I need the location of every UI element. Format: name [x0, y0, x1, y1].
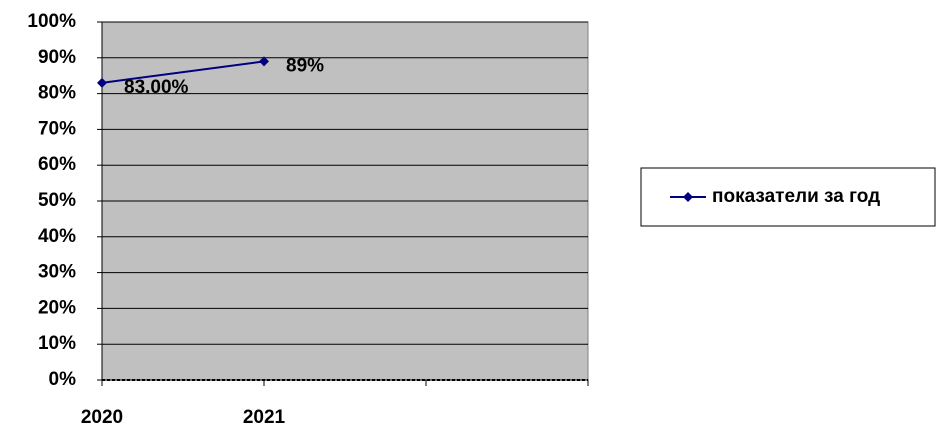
y-tick-label: 90% — [38, 47, 76, 68]
point — [259, 56, 269, 67]
data-label: 89% — [286, 55, 324, 76]
y-tick-label: 0% — [49, 369, 77, 390]
y-tick-label: 10% — [38, 333, 76, 354]
x-tick-label: 2021 — [243, 407, 286, 427]
y-tick-label: 100% — [27, 11, 76, 32]
x-tick-label: 2020 — [81, 407, 123, 427]
data-label: 83.00% — [124, 77, 189, 98]
y-tick-label: 30% — [38, 262, 76, 283]
y-tick-label: 40% — [38, 226, 76, 247]
point — [97, 77, 107, 88]
series-line — [101, 60, 265, 84]
y-tick-label: 70% — [38, 118, 76, 139]
y-tick-label: 80% — [38, 83, 76, 104]
legend-marker — [683, 192, 693, 202]
y-tick-label: 20% — [38, 297, 76, 318]
y-tick-label: 50% — [38, 190, 76, 211]
legend-label: показатели за год — [712, 186, 880, 207]
y-tick-label: 60% — [38, 154, 76, 175]
